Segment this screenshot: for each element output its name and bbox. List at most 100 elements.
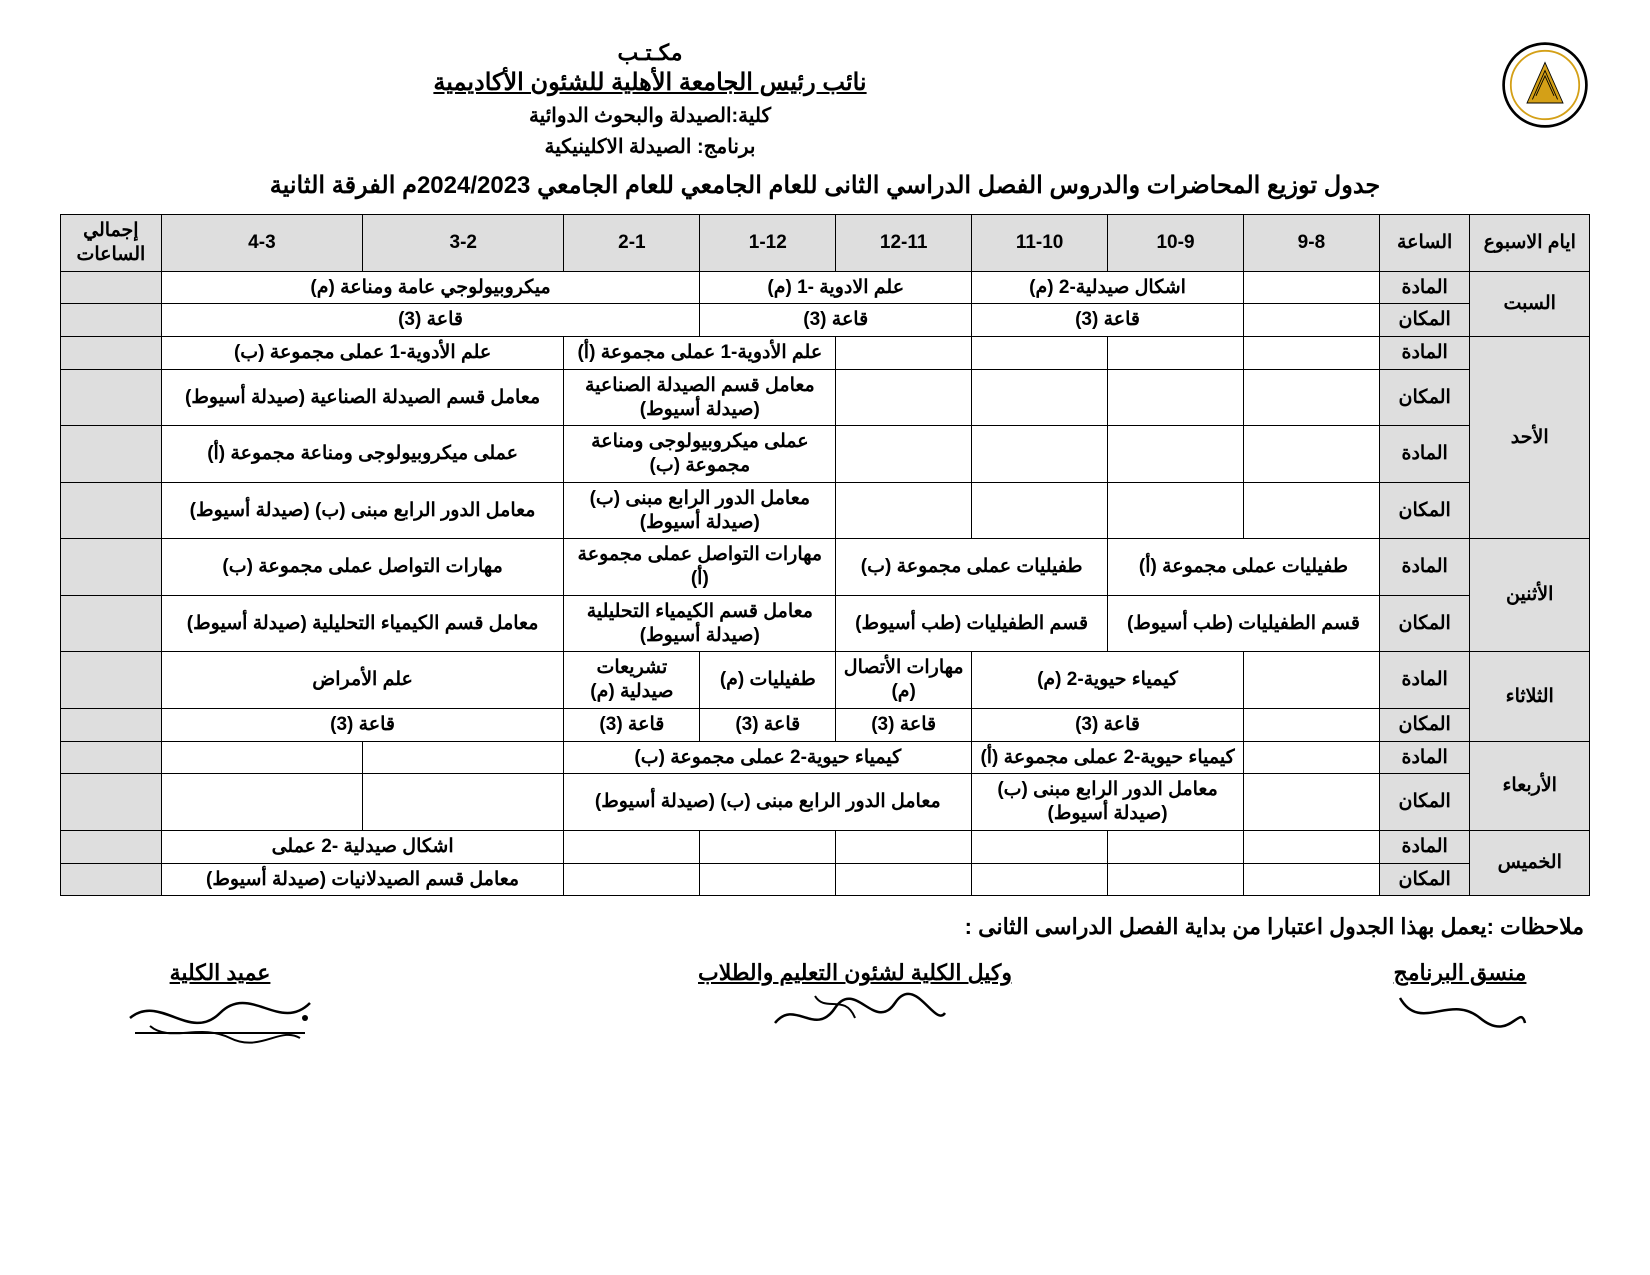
tue-sub-b: مهارات الأتصال (م) xyxy=(836,652,972,709)
day-sun: الأحد xyxy=(1470,337,1590,539)
rowlabel-subject: المادة xyxy=(1379,652,1470,709)
sun-sub1-row: الأحد المادة علم الأدوية-1 عملى مجموعة (… xyxy=(61,337,1590,370)
mon-sub-c: مهارات التواصل عملى مجموعة (أ) xyxy=(564,539,836,596)
header-line3: كلية:الصيدلة والبحوث الدوائية xyxy=(60,103,1240,128)
rowlabel-place: المكان xyxy=(1379,482,1470,539)
rowlabel-subject: المادة xyxy=(1379,426,1470,483)
signature-icon xyxy=(1390,988,1530,1038)
signatures-row: منسق البرنامج وكيل الكلية لشئون التعليم … xyxy=(120,960,1530,1048)
tue-plc-row: المكان قاعة (3) قاعة (3) قاعة (3) قاعة (… xyxy=(61,708,1590,741)
mon-sub-b: طفيليات عملى مجموعة (ب) xyxy=(836,539,1108,596)
schedule-title: جدول توزيع المحاضرات والدروس الفصل الدرا… xyxy=(60,171,1590,200)
day-sat: السبت xyxy=(1470,271,1590,337)
sun-sub1-a: علم الأدوية-1 عملى مجموعة (أ) xyxy=(564,337,836,370)
day-tue: الثلاثاء xyxy=(1470,652,1590,741)
tue-plc-d: قاعة (3) xyxy=(564,708,700,741)
col-s3: 11-10 xyxy=(972,215,1108,272)
notes-line: ملاحظات :يعمل بهذا الجدول اعتبارا من بدا… xyxy=(66,914,1584,940)
tue-plc-e: قاعة (3) xyxy=(161,708,564,741)
sat-total-sub xyxy=(61,271,162,304)
sun-plc2-b: معامل الدور الرابع مبنى (ب) (صيدلة أسيوط… xyxy=(161,482,564,539)
mon-plc-c: معامل قسم الكيمياء التحليلية (صيدلة أسيو… xyxy=(564,595,836,652)
sat-sub-b: علم الادوية -1 (م) xyxy=(700,271,972,304)
wed-sub-b: كيمياء حيوية-2 عملى مجموعة (ب) xyxy=(564,741,972,774)
sat-sub-a: اشكال صيدلية-2 (م) xyxy=(972,271,1244,304)
col-hour: الساعة xyxy=(1379,215,1470,272)
tue-sub-row: الثلاثاء المادة كيمياء حيوية-2 (م) مهارا… xyxy=(61,652,1590,709)
sun-sub2-b: عملى ميكروبيولوجى ومناعة مجموعة (أ) xyxy=(161,426,564,483)
thu-sub-a: اشكال صيدلية -2 عملى xyxy=(161,830,564,863)
sun-sub2-a: عملى ميكروبيولوجى ومناعة مجموعة (ب) xyxy=(564,426,836,483)
schedule-table: ايام الاسبوع الساعة 9-8 10-9 11-10 12-11… xyxy=(60,214,1590,896)
rowlabel-subject: المادة xyxy=(1379,741,1470,774)
rowlabel-place: المكان xyxy=(1379,595,1470,652)
header-line2: نائب رئيس الجامعة الأهلية للشئون الأكادي… xyxy=(60,68,1240,97)
cell-empty xyxy=(1243,304,1379,337)
col-total: إجمالي الساعات xyxy=(61,215,162,272)
header-text: مكـتـب نائب رئيس الجامعة الأهلية للشئون … xyxy=(60,40,1240,159)
col-s7: 3-2 xyxy=(363,215,564,272)
mon-plc-d: معامل قسم الكيمياء التحليلية (صيدلة أسيو… xyxy=(161,595,564,652)
thu-plc-a: معامل قسم الصيدلانيات (صيدلة أسيوط) xyxy=(161,863,564,896)
col-day: ايام الاسبوع xyxy=(1470,215,1590,272)
sat-plc-b: قاعة (3) xyxy=(700,304,972,337)
sig-dean-label: عميد الكلية xyxy=(170,960,271,985)
rowlabel-place: المكان xyxy=(1379,369,1470,426)
rowlabel-subject: المادة xyxy=(1379,271,1470,304)
sig-coordinator: منسق البرنامج xyxy=(1390,960,1530,1048)
tue-sub-c: طفيليات (م) xyxy=(700,652,836,709)
tue-sub-d: تشريعات صيدلية (م) xyxy=(564,652,700,709)
sig-vice-dean: وكيل الكلية لشئون التعليم والطلاب xyxy=(698,960,1012,1048)
signature-icon xyxy=(120,988,320,1048)
sun-plc1-row: المكان معامل قسم الصيدلة الصناعية (صيدلة… xyxy=(61,369,1590,426)
wed-plc-a: معامل الدور الرابع مبنى (ب) (صيدلة أسيوط… xyxy=(972,774,1244,831)
sat-subject-row: السبت المادة اشكال صيدلية-2 (م) علم الاد… xyxy=(61,271,1590,304)
sun-plc2-row: المكان معامل الدور الرابع مبنى (ب) (صيدل… xyxy=(61,482,1590,539)
col-s8: 4-3 xyxy=(161,215,362,272)
sun-plc1-b: معامل قسم الصيدلة الصناعية (صيدلة أسيوط) xyxy=(161,369,564,426)
mon-plc-row: المكان قسم الطفيليات (طب أسيوط) قسم الطف… xyxy=(61,595,1590,652)
sun-sub1-b: علم الأدوية-1 عملى مجموعة (ب) xyxy=(161,337,564,370)
header-line4: برنامج: الصيدلة الاكلينيكية xyxy=(60,134,1240,159)
header-row: ايام الاسبوع الساعة 9-8 10-9 11-10 12-11… xyxy=(61,215,1590,272)
wed-sub-row: الأربعاء المادة كيمياء حيوية-2 عملى مجمو… xyxy=(61,741,1590,774)
tue-sub-e: علم الأمراض xyxy=(161,652,564,709)
rowlabel-place: المكان xyxy=(1379,774,1470,831)
thu-plc-row: المكان معامل قسم الصيدلانيات (صيدلة أسيو… xyxy=(61,863,1590,896)
sig-vice-label: وكيل الكلية لشئون التعليم والطلاب xyxy=(698,960,1012,985)
mon-plc-a: قسم الطفيليات (طب أسيوط) xyxy=(1108,595,1380,652)
col-s2: 10-9 xyxy=(1108,215,1244,272)
col-s6: 2-1 xyxy=(564,215,700,272)
sat-plc-a: قاعة (3) xyxy=(972,304,1244,337)
signature-icon xyxy=(755,988,955,1043)
sun-plc1-a: معامل قسم الصيدلة الصناعية (صيدلة أسيوط) xyxy=(564,369,836,426)
rowlabel-subject: المادة xyxy=(1379,539,1470,596)
wed-plc-b: معامل الدور الرابع مبنى (ب) (صيدلة أسيوط… xyxy=(564,774,972,831)
day-thu: الخميس xyxy=(1470,830,1590,896)
university-logo xyxy=(1500,40,1590,130)
mon-sub-row: الأثنين المادة طفيليات عملى مجموعة (أ) ط… xyxy=(61,539,1590,596)
cell-empty xyxy=(1243,271,1379,304)
sat-sub-c: ميكروبيولوجي عامة ومناعة (م) xyxy=(161,271,700,304)
col-s5: 1-12 xyxy=(700,215,836,272)
sat-place-row: المكان قاعة (3) قاعة (3) قاعة (3) xyxy=(61,304,1590,337)
mon-plc-b: قسم الطفيليات (طب أسيوط) xyxy=(836,595,1108,652)
sig-dean: عميد الكلية xyxy=(120,960,320,1048)
thu-sub-row: الخميس المادة اشكال صيدلية -2 عملى xyxy=(61,830,1590,863)
rowlabel-subject: المادة xyxy=(1379,830,1470,863)
mon-sub-a: طفيليات عملى مجموعة (أ) xyxy=(1108,539,1380,596)
rowlabel-subject: المادة xyxy=(1379,337,1470,370)
tue-plc-c: قاعة (3) xyxy=(700,708,836,741)
mon-sub-d: مهارات التواصل عملى مجموعة (ب) xyxy=(161,539,564,596)
rowlabel-place: المكان xyxy=(1379,863,1470,896)
sat-total-plc xyxy=(61,304,162,337)
rowlabel-place: المكان xyxy=(1379,708,1470,741)
page-header: مكـتـب نائب رئيس الجامعة الأهلية للشئون … xyxy=(60,40,1590,159)
col-s4: 12-11 xyxy=(836,215,972,272)
tue-sub-a: كيمياء حيوية-2 (م) xyxy=(972,652,1244,709)
sun-plc2-a: معامل الدور الرابع مبنى (ب) (صيدلة أسيوط… xyxy=(564,482,836,539)
day-mon: الأثنين xyxy=(1470,539,1590,652)
wed-plc-row: المكان معامل الدور الرابع مبنى (ب) (صيدل… xyxy=(61,774,1590,831)
sig-coord-label: منسق البرنامج xyxy=(1394,960,1527,985)
rowlabel-place: المكان xyxy=(1379,304,1470,337)
